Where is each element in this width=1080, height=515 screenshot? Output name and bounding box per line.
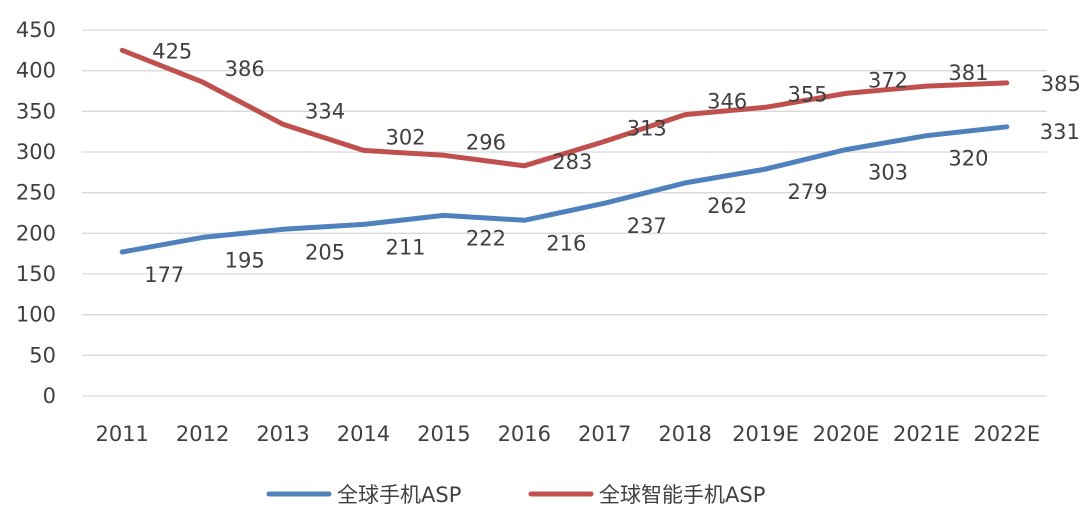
data-label: 331 — [1040, 120, 1080, 144]
x-tick-label: 2013 — [256, 422, 309, 446]
y-tick-label: 300 — [16, 140, 56, 164]
gridlines — [82, 29, 1047, 397]
legend-label: 全球手机ASP — [337, 483, 461, 507]
data-label: 237 — [627, 214, 667, 238]
x-tick-label: 2011 — [95, 422, 148, 446]
y-tick-label: 0 — [43, 384, 56, 408]
y-tick-label: 450 — [16, 18, 56, 42]
data-label: 372 — [868, 68, 908, 92]
x-axis-ticks: 2011 2012 2013 2014 2015 2016 2017 2018 2019E 202… — [95, 422, 1040, 446]
legend-label: 全球智能手机ASP — [599, 483, 765, 507]
y-tick-label: 50 — [29, 343, 56, 367]
legend-item-2: 全球智能手机ASP — [528, 483, 765, 507]
data-label: 205 — [305, 240, 345, 264]
data-label: 385 — [1041, 72, 1080, 96]
y-tick-label: 250 — [16, 181, 56, 205]
legend: 全球手机ASP 全球智能手机ASP — [266, 483, 765, 507]
data-label: 334 — [305, 99, 345, 123]
y-tick-label: 100 — [16, 303, 56, 327]
data-label: 195 — [225, 248, 265, 272]
legend-item-1: 全球手机ASP — [266, 483, 461, 507]
data-label: 346 — [707, 90, 747, 114]
x-tick-label: 2012 — [176, 422, 229, 446]
data-label: 262 — [707, 194, 747, 218]
data-label: 296 — [466, 130, 506, 154]
data-label: 211 — [385, 235, 425, 259]
data-label: 222 — [466, 226, 506, 250]
y-axis-ticks: 0 50 100 150 200 250 300 350 400 450 — [16, 18, 56, 408]
x-tick-label: 2016 — [498, 422, 551, 446]
x-tick-label: 2017 — [578, 422, 631, 446]
data-labels: 177 195 205 211 222 216 237 262 279 303 320 331 425 3… — [144, 39, 1080, 287]
x-tick-label: 2018 — [658, 422, 711, 446]
data-label: 216 — [546, 231, 586, 255]
y-tick-label: 400 — [16, 59, 56, 83]
x-tick-label: 2014 — [337, 422, 390, 446]
data-label: 425 — [152, 39, 192, 63]
x-tick-label: 2020E — [813, 422, 880, 446]
data-label: 313 — [627, 116, 667, 140]
series-lines — [119, 47, 1010, 255]
data-label: 386 — [225, 57, 265, 81]
data-label: 177 — [144, 263, 184, 287]
x-tick-label: 2021E — [893, 422, 960, 446]
y-tick-label: 150 — [16, 262, 56, 286]
y-tick-label: 350 — [16, 99, 56, 123]
data-label: 302 — [385, 125, 425, 149]
data-label: 279 — [788, 180, 828, 204]
x-tick-label: 2022E — [973, 422, 1040, 446]
y-tick-label: 200 — [16, 221, 56, 245]
x-tick-label: 2019E — [732, 422, 799, 446]
series-line-1 — [119, 124, 1010, 255]
data-label: 283 — [552, 150, 592, 174]
x-tick-label: 2015 — [417, 422, 470, 446]
data-label: 381 — [948, 61, 988, 85]
data-label: 320 — [948, 147, 988, 171]
data-label: 355 — [788, 82, 828, 106]
data-label: 303 — [868, 161, 908, 185]
series-line-2 — [119, 47, 1010, 169]
